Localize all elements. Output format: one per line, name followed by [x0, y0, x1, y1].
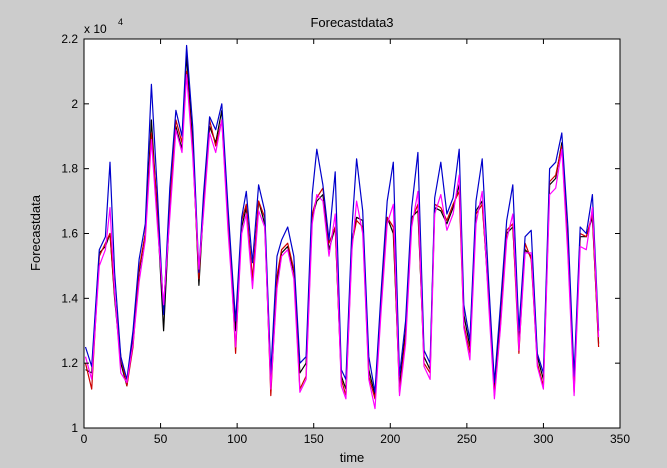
y-tick-label: 1: [71, 421, 78, 435]
x-tick-label: 200: [380, 432, 400, 446]
y-tick-label: 1.8: [61, 162, 78, 176]
ticks-layer: 0 50 100 150 200 250 300 350 1 1.2 1.4 1.6 1.8 2 2.2: [61, 32, 630, 446]
x-axis-label: time: [340, 450, 365, 465]
x-tick-label: 150: [304, 432, 324, 446]
y-tick-label: 1.4: [61, 291, 78, 305]
y-tick-label: 2.2: [61, 32, 78, 46]
y-tick-label: 1.2: [61, 356, 78, 370]
x-tick-label: 50: [154, 432, 168, 446]
series-line-4: [84, 74, 600, 410]
chart-title: Forecastdata3: [310, 15, 393, 30]
y-tick-label: 2: [71, 97, 78, 111]
y-tick-label: 1.6: [61, 227, 78, 241]
series-layer: [84, 44, 600, 410]
y-exponent-power: 4: [118, 17, 123, 27]
x-tick-label: 350: [610, 432, 630, 446]
x-tick-label: 250: [457, 432, 477, 446]
x-tick-label: 300: [533, 432, 553, 446]
series-line-3: [84, 44, 600, 393]
y-axis-label: Forecastdata: [28, 194, 43, 271]
y-exponent-label: x 10: [84, 22, 107, 36]
x-tick-label: 0: [81, 432, 88, 446]
x-tick-label: 100: [227, 432, 247, 446]
